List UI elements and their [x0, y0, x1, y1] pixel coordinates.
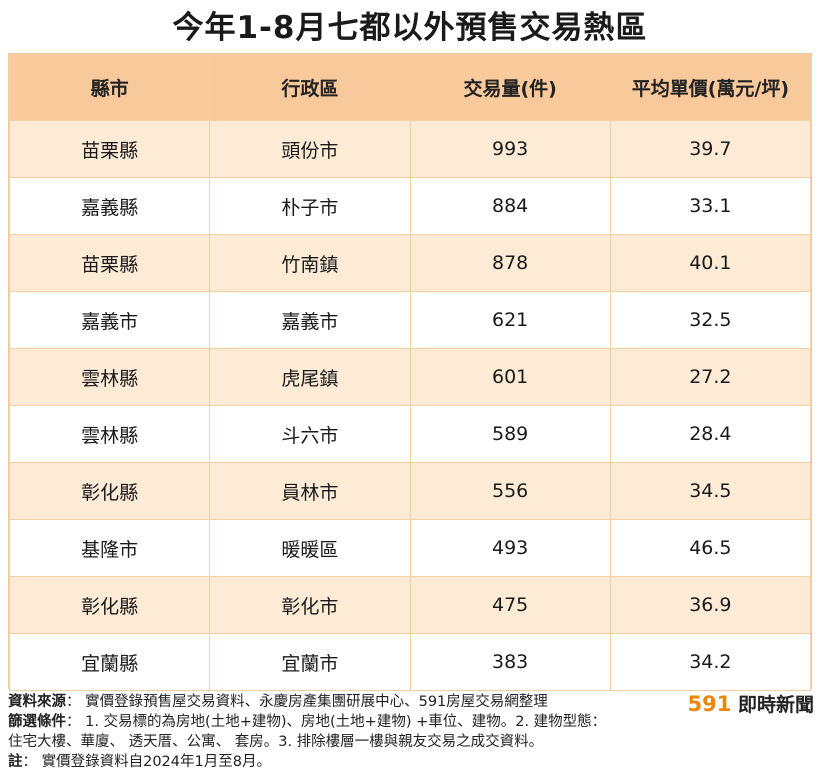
cell-avg-price: 39.7 [609, 120, 812, 178]
footer-notes: 資料來源： 實價登錄預售屋交易資料、永慶房產集團研展中心、591房屋交易網整理 … [8, 692, 812, 778]
cell-avg-price: 46.5 [609, 519, 812, 577]
cell-county: 宜蘭縣 [8, 633, 211, 691]
cell-avg-price: 33.1 [609, 177, 812, 235]
table-row: 彰化縣 彰化市 475 36.9 [8, 576, 812, 634]
cell-volume: 493 [409, 519, 611, 577]
cell-avg-price: 40.1 [609, 234, 812, 292]
cell-district: 暖暖區 [209, 519, 411, 577]
cell-county: 彰化縣 [8, 576, 211, 634]
cell-district: 朴子市 [209, 177, 411, 235]
cell-volume: 621 [409, 291, 611, 349]
data-table: 縣市 行政區 交易量(件) 平均單價(萬元/坪) 苗栗縣 頭份市 993 39.7 嘉義… [8, 54, 812, 691]
cell-avg-price: 28.4 [609, 405, 812, 463]
cell-district: 頭份市 [209, 120, 411, 178]
cell-volume: 589 [409, 405, 611, 463]
table-row: 苗栗縣 竹南鎮 878 40.1 [8, 234, 812, 292]
cell-volume: 556 [409, 462, 611, 520]
note-line: 註： 實價登錄資料自2024年1月至8月。 [8, 752, 812, 772]
brand-logo: 591 即時新聞 [688, 690, 814, 717]
cell-avg-price: 34.2 [609, 633, 812, 691]
cell-county: 彰化縣 [8, 462, 211, 520]
cell-district: 斗六市 [209, 405, 411, 463]
cell-volume: 878 [409, 234, 611, 292]
table-row: 基隆市 暖暖區 493 46.5 [8, 519, 812, 577]
table-row: 雲林縣 斗六市 589 28.4 [8, 405, 812, 463]
cell-volume: 993 [409, 120, 611, 178]
cell-county: 嘉義縣 [8, 177, 211, 235]
table-row: 雲林縣 虎尾鎮 601 27.2 [8, 348, 812, 406]
table-row: 嘉義市 嘉義市 621 32.5 [8, 291, 812, 349]
note-text: ： 實價登錄資料自2024年1月至8月。 [22, 754, 271, 770]
cell-county: 嘉義市 [8, 291, 211, 349]
cell-district: 虎尾鎮 [209, 348, 411, 406]
filter-text-1: ： 1. 交易標的為房地(土地+建物)、房地(土地+建物) +車位、建物。2. … [66, 714, 607, 730]
cell-avg-price: 27.2 [609, 348, 812, 406]
cell-avg-price: 32.5 [609, 291, 812, 349]
column-header-avg-price: 平均單價(萬元/坪) [609, 54, 812, 121]
source-label: 資料來源 [8, 694, 66, 710]
cell-district: 嘉義市 [209, 291, 411, 349]
cell-district: 宜蘭市 [209, 633, 411, 691]
column-header-district: 行政區 [209, 54, 411, 121]
table-row: 彰化縣 員林市 556 34.5 [8, 462, 812, 520]
table-header-row: 縣市 行政區 交易量(件) 平均單價(萬元/坪) [8, 54, 812, 121]
cell-volume: 884 [409, 177, 611, 235]
table-row: 苗栗縣 頭份市 993 39.7 [8, 120, 812, 178]
brand-number: 591 [687, 692, 732, 716]
cell-district: 竹南鎮 [209, 234, 411, 292]
note-label: 註 [8, 754, 23, 770]
table-row: 宜蘭縣 宜蘭市 383 34.2 [8, 633, 812, 691]
filter-line-2: 住宅大樓、華廈、 透天厝、公寓、 套房。3. 排除樓層一樓與親友交易之成交資料。 [8, 734, 544, 750]
table-body: 苗栗縣 頭份市 993 39.7 嘉義縣 朴子市 884 33.1 苗栗縣 竹南鎮 878 40.1 嘉… [8, 120, 812, 691]
column-header-volume: 交易量(件) [409, 54, 611, 121]
data-table-container: 縣市 行政區 交易量(件) 平均單價(萬元/坪) 苗栗縣 頭份市 993 39.7 嘉義… [8, 53, 812, 691]
cell-county: 雲林縣 [8, 405, 211, 463]
cell-county: 雲林縣 [8, 348, 211, 406]
filter-label: 篩選條件 [8, 714, 66, 730]
cell-district: 員林市 [209, 462, 411, 520]
cell-county: 苗栗縣 [8, 120, 211, 178]
cell-volume: 601 [409, 348, 611, 406]
cell-district: 彰化市 [209, 576, 411, 634]
cell-county: 基隆市 [8, 519, 211, 577]
cell-volume: 475 [409, 576, 611, 634]
column-header-county: 縣市 [8, 54, 211, 121]
source-line: 資料來源： 實價登錄預售屋交易資料、永慶房產集團研展中心、591房屋交易網整理 [8, 692, 812, 712]
source-text: ： 實價登錄預售屋交易資料、永慶房產集團研展中心、591房屋交易網整理 [66, 694, 548, 710]
filter-line: 篩選條件： 1. 交易標的為房地(土地+建物)、房地(土地+建物) +車位、建物… [8, 712, 812, 732]
brand-text: 即時新聞 [737, 694, 814, 716]
cell-avg-price: 34.5 [609, 462, 812, 520]
table-row: 嘉義縣 朴子市 884 33.1 [8, 177, 812, 235]
cell-volume: 383 [409, 633, 611, 691]
chart-title: 今年1-8月七都以外預售交易熱區 [172, 10, 648, 46]
cell-avg-price: 36.9 [609, 576, 812, 634]
cell-county: 苗栗縣 [8, 234, 211, 292]
